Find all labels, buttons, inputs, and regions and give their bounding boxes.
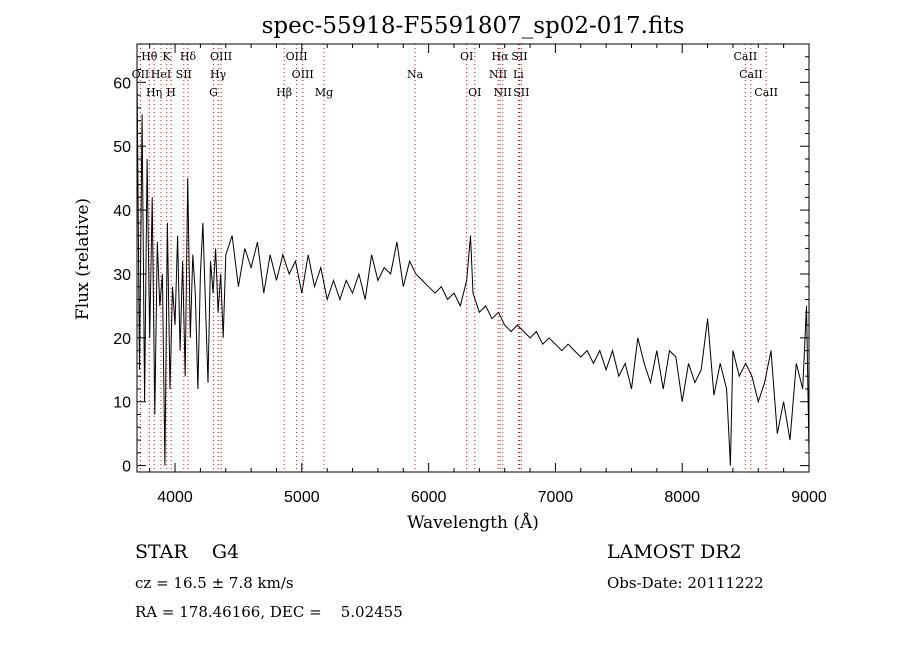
line-label: Mg (315, 86, 333, 99)
line-label: SII (511, 50, 527, 63)
chart-title: spec-55918-F5591807_sp02-017.fits (262, 13, 685, 39)
line-label: Li (513, 68, 524, 81)
line-label: K (163, 50, 172, 63)
redshift-label: cz = 16.5 ± 7.8 km/s (135, 574, 294, 592)
y-tick-label: 0 (122, 459, 131, 476)
obs-date-label: Obs-Date: 20111222 (607, 574, 764, 592)
line-label: Hα (491, 50, 509, 63)
survey-label: LAMOST DR2 (607, 541, 742, 563)
x-tick-label: 8000 (664, 489, 700, 506)
line-label: Hγ (210, 68, 227, 81)
line-label: H (166, 86, 176, 99)
line-label: Hβ (276, 86, 292, 99)
x-tick-label: 6000 (411, 489, 447, 506)
line-label: CaII (754, 86, 778, 99)
line-label: Hη (146, 86, 162, 99)
line-label: Hδ (180, 50, 197, 63)
coordinates-label: RA = 178.46166, DEC = 5.02455 (135, 603, 403, 621)
x-axis-label: Wavelength (Å) (407, 512, 539, 533)
line-label: OI (468, 86, 481, 99)
plot-frame (136, 43, 810, 473)
y-tick-label: 50 (113, 139, 131, 156)
line-label: CaII (739, 68, 763, 81)
line-label: OII (132, 68, 150, 81)
y-tick-label: 10 (113, 395, 131, 412)
y-tick-label: 30 (113, 267, 131, 284)
line-label: Hθ (141, 50, 158, 63)
line-label: NII (489, 68, 507, 81)
spectrum-line (136, 69, 810, 466)
line-label: OIII (210, 50, 232, 63)
y-axis-ticks: 0 10 20 30 40 50 60 (113, 56, 809, 476)
line-label: G (209, 86, 218, 99)
x-tick-label: 9000 (791, 489, 827, 506)
x-axis-ticks: 4000 5000 6000 7000 8000 9000 (149, 44, 827, 506)
y-tick-label: 40 (113, 203, 131, 220)
line-label: Na (407, 68, 424, 81)
y-axis-label: Flux (relative) (73, 198, 93, 320)
object-class-label: STAR G4 (135, 541, 240, 563)
spectral-line-markers (139, 44, 767, 472)
x-tick-label: 5000 (284, 489, 320, 506)
line-label: OIII (286, 50, 308, 63)
line-label: HeI (151, 68, 171, 81)
y-tick-label: 20 (113, 331, 131, 348)
line-label: OI (460, 50, 473, 63)
x-tick-label: 4000 (157, 489, 193, 506)
line-label: SII (513, 86, 529, 99)
line-label: CaII (734, 50, 758, 63)
line-label: NII (494, 86, 512, 99)
y-tick-label: 60 (113, 75, 131, 92)
line-label: SII (176, 68, 192, 81)
line-label: OIII (292, 68, 314, 81)
x-tick-label: 7000 (538, 489, 574, 506)
